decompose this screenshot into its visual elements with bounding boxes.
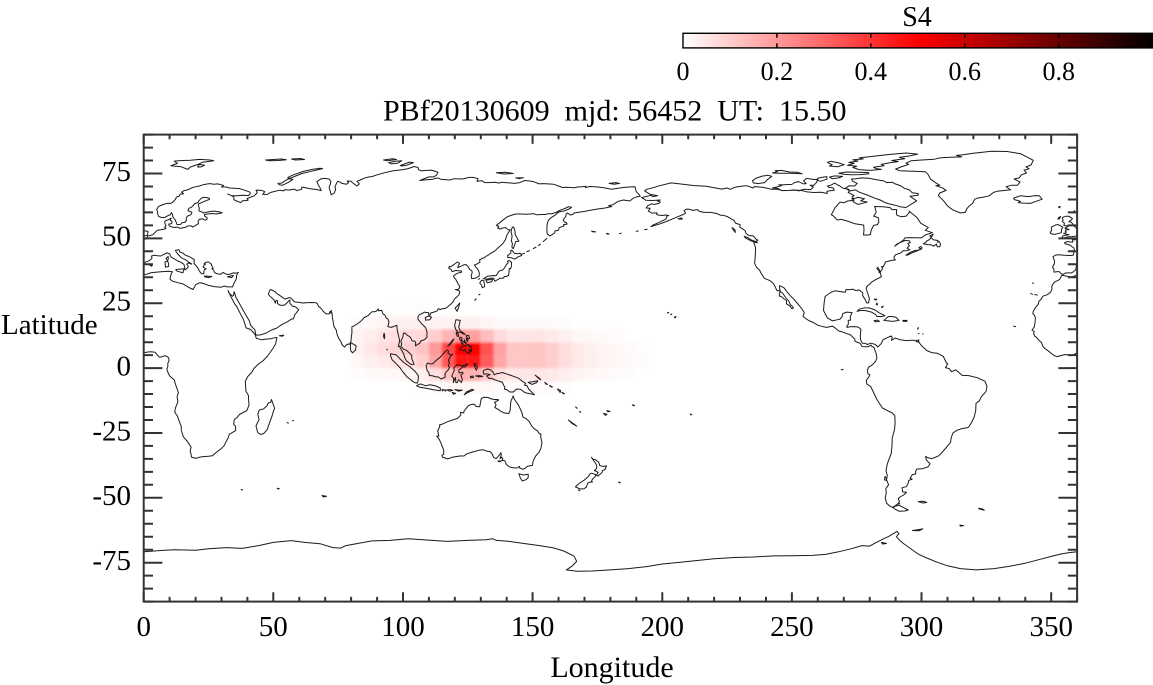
svg-text:50: 50 [259, 611, 288, 643]
svg-text:Latitude: Latitude [1, 309, 98, 341]
svg-text:350: 350 [1029, 611, 1073, 643]
svg-text:0: 0 [136, 611, 151, 643]
svg-text:150: 150 [511, 611, 555, 643]
svg-text:200: 200 [641, 611, 685, 643]
svg-text:0: 0 [677, 57, 690, 86]
svg-text:25: 25 [102, 286, 131, 318]
svg-text:0: 0 [117, 350, 132, 382]
svg-text:0.6: 0.6 [949, 57, 982, 86]
svg-text:75: 75 [102, 156, 131, 188]
svg-text:100: 100 [381, 611, 425, 643]
svg-text:S4: S4 [902, 2, 932, 33]
svg-text:50: 50 [102, 221, 131, 253]
svg-text:PBf20130609 mjd: 56452 UT: 15.: PBf20130609 mjd: 56452 UT: 15.50 [383, 95, 847, 128]
svg-text:300: 300 [900, 611, 944, 643]
svg-text:-75: -75 [92, 545, 131, 577]
svg-text:250: 250 [770, 611, 814, 643]
svg-text:0.8: 0.8 [1042, 57, 1075, 86]
svg-text:Longitude: Longitude [550, 651, 673, 684]
svg-text:-25: -25 [92, 415, 131, 447]
svg-text:-50: -50 [92, 480, 131, 512]
svg-text:0.4: 0.4 [855, 57, 888, 86]
svg-text:0.2: 0.2 [761, 57, 794, 86]
